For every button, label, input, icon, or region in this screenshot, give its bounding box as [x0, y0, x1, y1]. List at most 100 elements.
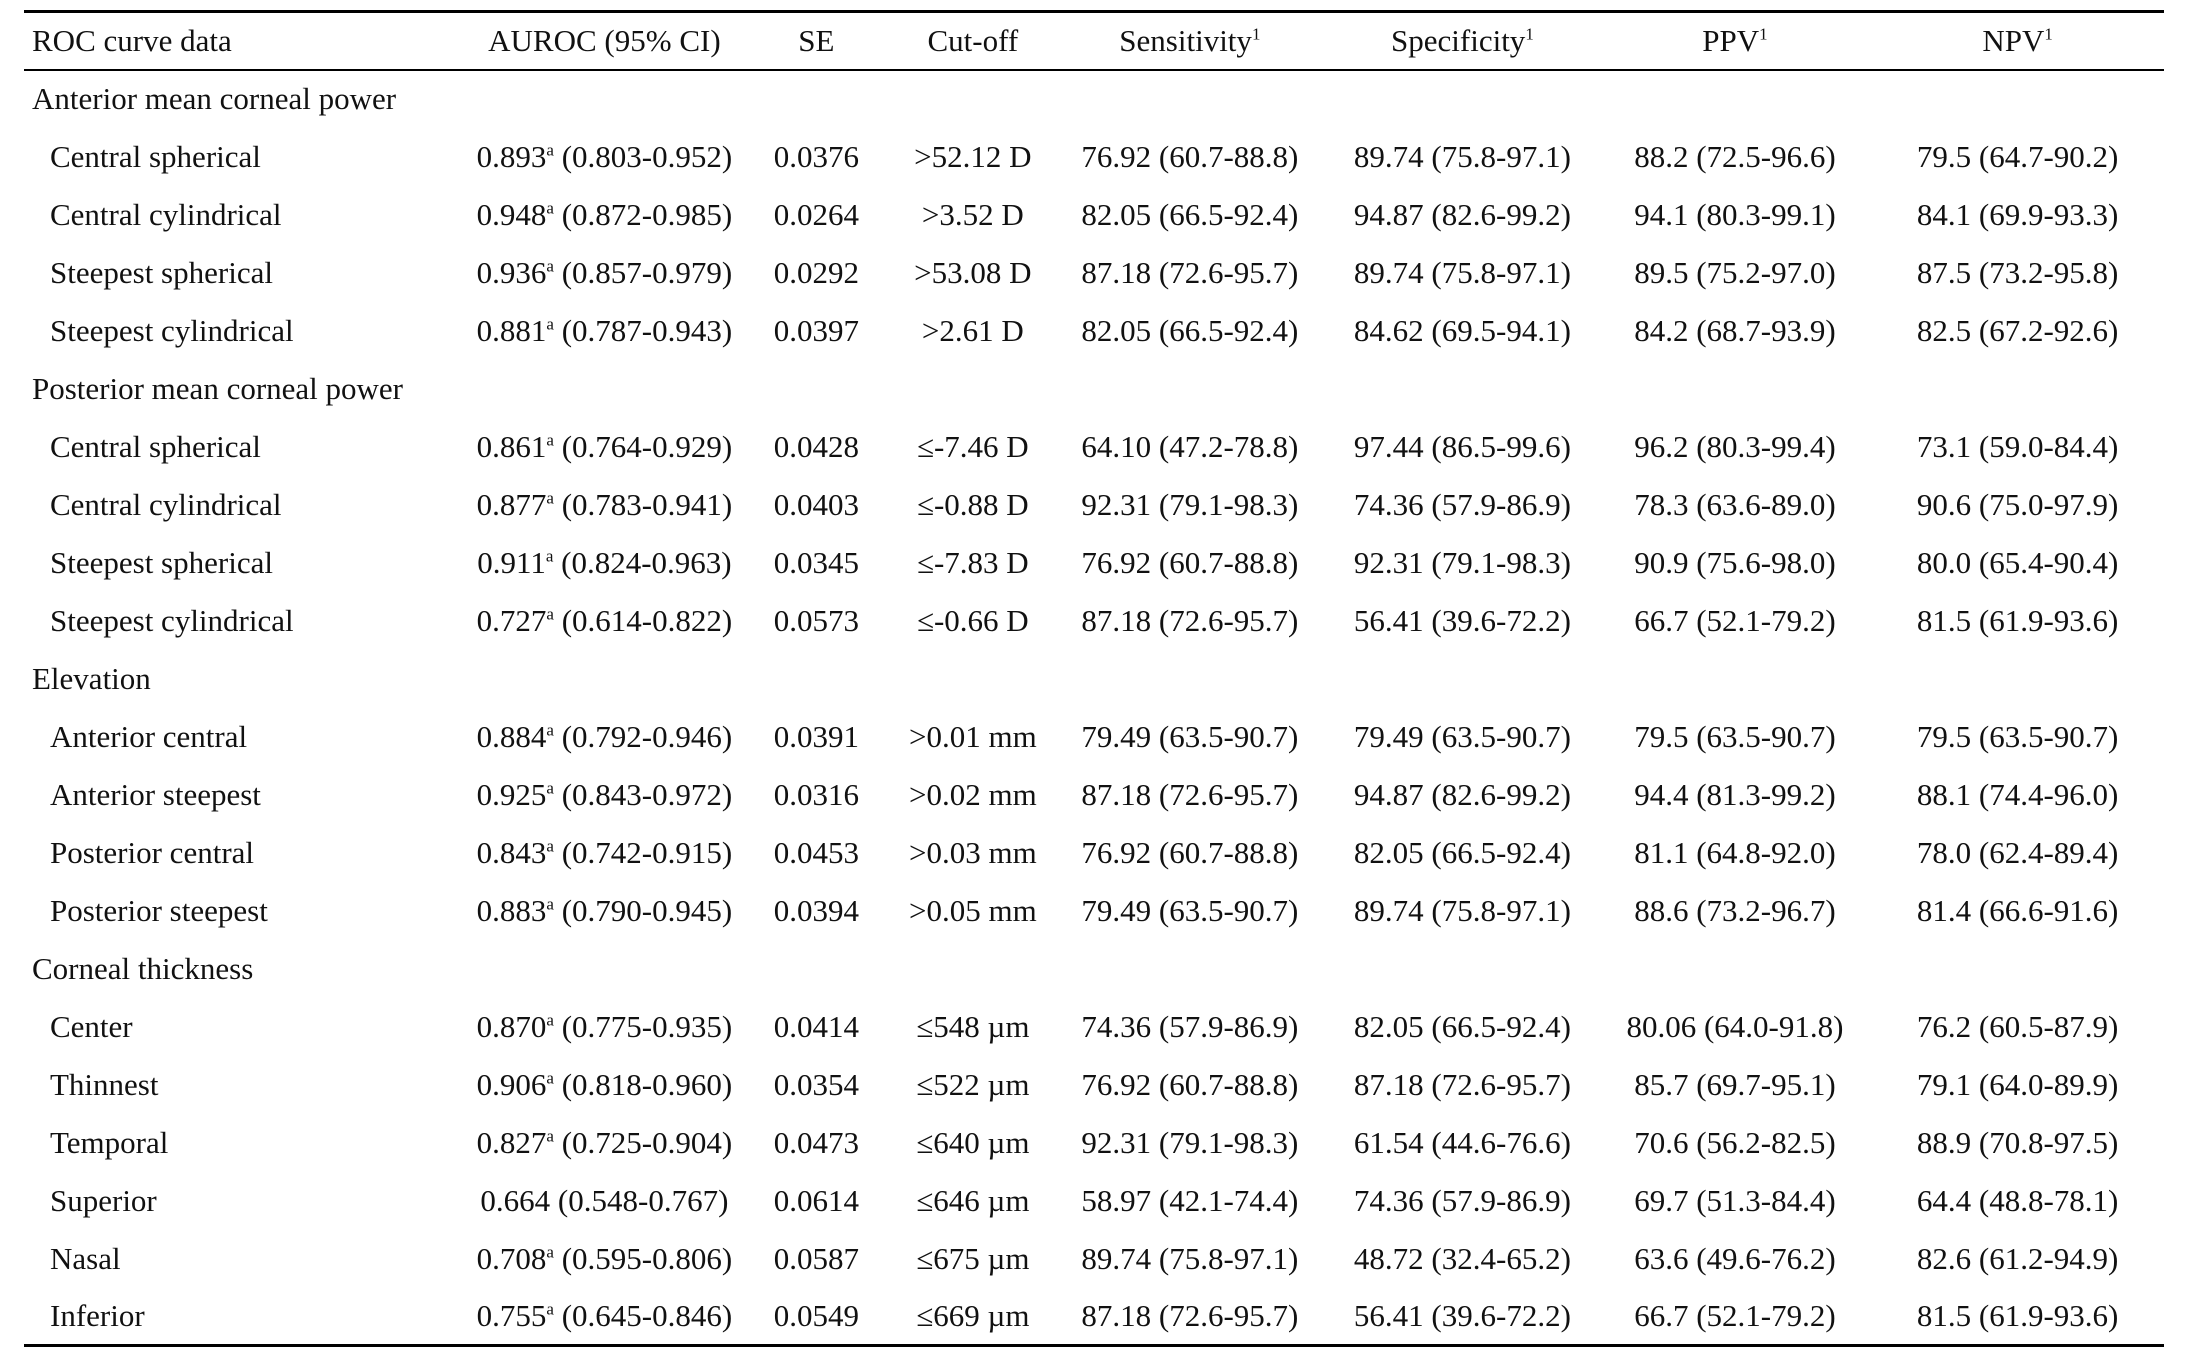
sensitivity-cell: 76.92 (60.7-88.8)	[1081, 1066, 1299, 1102]
group-row: Posterior mean corneal power	[24, 360, 2164, 418]
column-header: ROC curve data	[24, 10, 469, 71]
se-cell: 0.0394	[773, 892, 860, 928]
table-row: Nasal 0.708a (0.595-0.806) 0.0587 ≤675 µm 89…	[24, 1230, 2164, 1288]
sensitivity-cell: 87.18 (72.6-95.7)	[1081, 602, 1299, 638]
table-row: Steepest cylindrical 0.727a (0.614-0.822)…	[24, 592, 2164, 650]
significance-marker: a	[546, 256, 554, 276]
table-row: Posterior steepest 0.883a (0.790-0.945) 0.…	[24, 882, 2164, 940]
auroc-value: 0.755	[476, 1297, 547, 1333]
cutoff-cell: ≤-7.46 D	[916, 428, 1029, 464]
table-row: Anterior steepest 0.925a (0.843-0.972) 0.0…	[24, 766, 2164, 824]
se-cell: 0.0376	[773, 138, 860, 174]
se-cell: 0.0428	[773, 428, 860, 464]
specificity-cell: 84.62 (69.5-94.1)	[1353, 312, 1571, 348]
row-label: Central spherical	[50, 138, 261, 174]
column-header: SE	[740, 10, 893, 71]
auroc-ci: (0.857-0.979)	[561, 254, 733, 290]
table-row: Central cylindrical 0.877a (0.783-0.941) 0…	[24, 476, 2164, 534]
se-cell: 0.0292	[773, 254, 860, 290]
specificity-cell: 48.72 (32.4-65.2)	[1353, 1240, 1571, 1276]
cutoff-cell: >2.61 D	[921, 312, 1024, 348]
cutoff-cell: >0.01 mm	[908, 718, 1037, 754]
column-header: Specificity1	[1326, 10, 1599, 71]
footnote-marker: 1	[2044, 24, 2053, 44]
group-title: Elevation	[32, 660, 151, 696]
row-label: Posterior steepest	[50, 892, 268, 928]
auroc-value: 0.911	[477, 544, 546, 580]
auroc-cell: 0.911a (0.824-0.963)	[468, 534, 741, 592]
significance-marker: a	[546, 720, 554, 740]
auroc-cell: 0.877a (0.783-0.941)	[468, 476, 741, 534]
significance-marker: a	[546, 1126, 554, 1146]
row-label: Nasal	[50, 1240, 121, 1276]
roc-table-container: ROC curve data AUROC (95% CI) SE Cut-off Sen…	[24, 10, 2164, 1347]
cutoff-cell: ≤675 µm	[916, 1240, 1030, 1276]
sensitivity-cell: 87.18 (72.6-95.7)	[1081, 254, 1299, 290]
table-row: Central cylindrical 0.948a (0.872-0.985) 0…	[24, 186, 2164, 244]
sensitivity-cell: 87.18 (72.6-95.7)	[1081, 776, 1299, 812]
auroc-value: 0.727	[476, 602, 547, 638]
auroc-value: 0.883	[476, 892, 547, 928]
sensitivity-cell: 58.97 (42.1-74.4)	[1081, 1182, 1299, 1218]
auroc-cell: 0.708a (0.595-0.806)	[468, 1230, 741, 1288]
column-header-label: Specificity	[1391, 22, 1526, 58]
sensitivity-cell: 74.36 (57.9-86.9)	[1081, 1008, 1299, 1044]
sensitivity-cell: 76.92 (60.7-88.8)	[1081, 138, 1299, 174]
row-label: Anterior steepest	[50, 776, 261, 812]
table-body: Anterior mean corneal power Central spher…	[24, 70, 2164, 1347]
auroc-ci: (0.818-0.960)	[561, 1066, 733, 1102]
significance-marker: a	[546, 778, 554, 798]
se-cell: 0.0473	[773, 1124, 860, 1160]
npv-cell: 76.2 (60.5-87.9)	[1916, 1008, 2119, 1044]
significance-marker: a	[546, 314, 554, 334]
auroc-value: 0.936	[476, 254, 547, 290]
table-row: Central spherical 0.861a (0.764-0.929) 0.0…	[24, 418, 2164, 476]
npv-cell: 73.1 (59.0-84.4)	[1916, 428, 2119, 464]
significance-marker: a	[546, 1299, 554, 1319]
se-cell: 0.0587	[773, 1240, 860, 1276]
table-row: Anterior central 0.884a (0.792-0.946) 0.03…	[24, 708, 2164, 766]
row-label: Steepest spherical	[50, 544, 273, 580]
se-cell: 0.0345	[773, 544, 860, 580]
se-cell: 0.0453	[773, 834, 860, 870]
column-header: Cut-off	[892, 10, 1054, 71]
specificity-cell: 89.74 (75.8-97.1)	[1353, 254, 1571, 290]
table-row: Center 0.870a (0.775-0.935) 0.0414 ≤548 µm 7…	[24, 998, 2164, 1056]
cutoff-cell: ≤-0.66 D	[916, 602, 1029, 638]
significance-marker: a	[546, 488, 554, 508]
specificity-cell: 74.36 (57.9-86.9)	[1353, 486, 1571, 522]
table-row: Steepest cylindrical 0.881a (0.787-0.943)…	[24, 302, 2164, 360]
sensitivity-cell: 79.49 (63.5-90.7)	[1081, 718, 1299, 754]
column-header: AUROC (95% CI)	[468, 10, 741, 71]
npv-cell: 80.0 (65.4-90.4)	[1916, 544, 2119, 580]
table-row: Steepest spherical 0.936a (0.857-0.979) 0.…	[24, 244, 2164, 302]
significance-marker: a	[546, 140, 554, 160]
ppv-cell: 69.7 (51.3-84.4)	[1634, 1182, 1836, 1218]
npv-cell: 81.5 (61.9-93.6)	[1871, 1287, 2164, 1347]
ppv-cell: 85.7 (69.7-95.1)	[1634, 1066, 1836, 1102]
row-label: Inferior	[24, 1287, 469, 1347]
cutoff-cell: >0.02 mm	[908, 776, 1037, 812]
npv-cell: 88.1 (74.4-96.0)	[1916, 776, 2119, 812]
ppv-cell: 79.5 (63.5-90.7)	[1634, 718, 1836, 754]
significance-marker: a	[545, 546, 554, 566]
cutoff-cell: ≤522 µm	[916, 1066, 1030, 1102]
significance-marker: a	[546, 836, 554, 856]
ppv-cell: 80.06 (64.0-91.8)	[1626, 1008, 1844, 1044]
column-header-label: Sensitivity	[1119, 22, 1252, 58]
auroc-ci: (0.790-0.945)	[561, 892, 733, 928]
cutoff-cell: ≤640 µm	[916, 1124, 1030, 1160]
auroc-cell: 0.884a (0.792-0.946)	[468, 708, 741, 766]
npv-cell: 87.5 (73.2-95.8)	[1916, 254, 2119, 290]
group-title: Anterior mean corneal power	[32, 81, 397, 116]
cutoff-cell: >0.05 mm	[908, 892, 1037, 928]
specificity-cell: 61.54 (44.6-76.6)	[1353, 1124, 1571, 1160]
sensitivity-cell: 82.05 (66.5-92.4)	[1081, 312, 1299, 348]
auroc-ci: (0.548-0.767)	[557, 1182, 729, 1218]
auroc-value: 0.906	[476, 1066, 547, 1102]
column-header-label: SE	[798, 22, 835, 58]
auroc-value: 0.925	[476, 776, 547, 812]
auroc-cell: 0.883a (0.790-0.945)	[468, 882, 741, 940]
sensitivity-cell: 76.92 (60.7-88.8)	[1081, 544, 1299, 580]
npv-cell: 82.6 (61.2-94.9)	[1916, 1240, 2119, 1276]
